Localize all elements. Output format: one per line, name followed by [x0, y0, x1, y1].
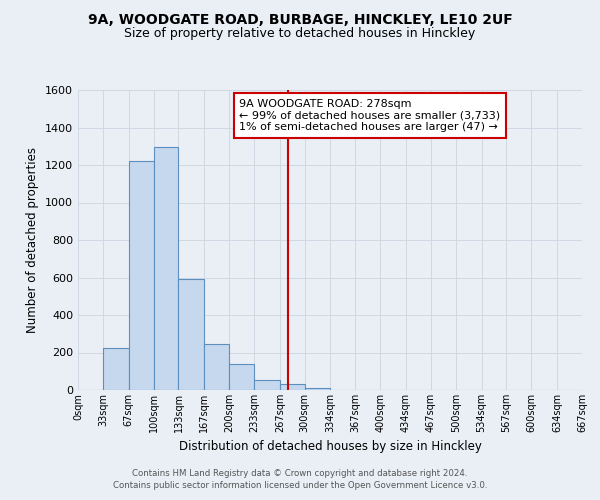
- Bar: [103, 348, 128, 390]
- Text: Size of property relative to detached houses in Hinckley: Size of property relative to detached ho…: [124, 28, 476, 40]
- Bar: [154, 147, 178, 390]
- Y-axis label: Number of detached properties: Number of detached properties: [26, 147, 40, 333]
- Text: 9A, WOODGATE ROAD, BURBAGE, HINCKLEY, LE10 2UF: 9A, WOODGATE ROAD, BURBAGE, HINCKLEY, LE…: [88, 12, 512, 26]
- Bar: [229, 364, 254, 390]
- Text: Contains HM Land Registry data © Crown copyright and database right 2024.: Contains HM Land Registry data © Crown c…: [132, 468, 468, 477]
- Bar: [254, 380, 280, 390]
- Text: 9A WOODGATE ROAD: 278sqm
← 99% of detached houses are smaller (3,733)
1% of semi: 9A WOODGATE ROAD: 278sqm ← 99% of detach…: [239, 99, 500, 132]
- Bar: [305, 388, 331, 390]
- X-axis label: Distribution of detached houses by size in Hinckley: Distribution of detached houses by size …: [179, 440, 481, 454]
- Bar: [128, 160, 154, 390]
- Bar: [204, 344, 229, 390]
- Text: Contains public sector information licensed under the Open Government Licence v3: Contains public sector information licen…: [113, 481, 487, 490]
- Bar: [178, 278, 204, 390]
- Bar: [280, 384, 305, 390]
